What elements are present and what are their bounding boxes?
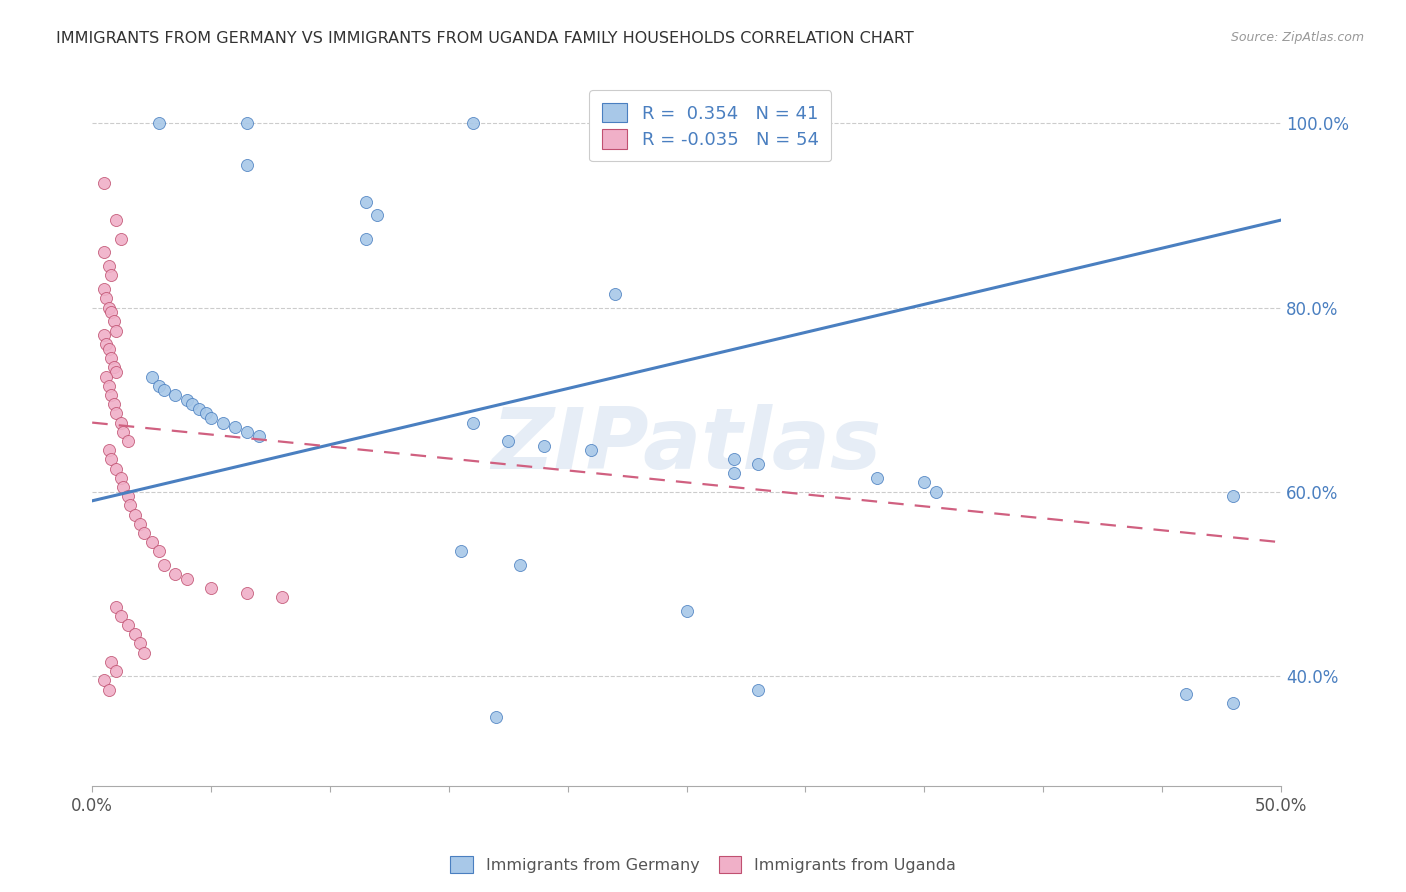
Point bbox=[461, 116, 484, 130]
Point bbox=[235, 116, 257, 130]
Point bbox=[509, 558, 531, 573]
Point bbox=[533, 439, 555, 453]
Point bbox=[103, 360, 125, 375]
Point bbox=[110, 416, 132, 430]
Point bbox=[235, 425, 257, 439]
Point bbox=[100, 268, 122, 283]
Point bbox=[181, 397, 204, 411]
Point bbox=[97, 443, 120, 458]
Point bbox=[866, 471, 889, 485]
Point bbox=[1222, 696, 1244, 710]
Point bbox=[128, 636, 150, 650]
Point bbox=[104, 599, 127, 614]
Point bbox=[354, 194, 377, 209]
Point bbox=[141, 369, 163, 384]
Point bbox=[104, 406, 127, 420]
Point bbox=[104, 213, 127, 227]
Point bbox=[100, 388, 122, 402]
Point bbox=[104, 365, 127, 379]
Point bbox=[235, 158, 257, 172]
Point bbox=[247, 429, 270, 443]
Point bbox=[461, 416, 484, 430]
Point bbox=[104, 324, 127, 338]
Point bbox=[93, 282, 115, 296]
Point bbox=[112, 425, 135, 439]
Point bbox=[165, 388, 187, 402]
Point bbox=[723, 467, 745, 481]
Point bbox=[134, 646, 156, 660]
Point bbox=[1222, 489, 1244, 503]
Point bbox=[100, 452, 122, 467]
Point bbox=[96, 369, 118, 384]
Text: IMMIGRANTS FROM GERMANY VS IMMIGRANTS FROM UGANDA FAMILY HOUSEHOLDS CORRELATION : IMMIGRANTS FROM GERMANY VS IMMIGRANTS FR… bbox=[56, 31, 914, 46]
Point bbox=[93, 328, 115, 343]
Point bbox=[235, 586, 257, 600]
Point bbox=[581, 443, 603, 458]
Point bbox=[117, 489, 139, 503]
Point bbox=[134, 526, 156, 541]
Point bbox=[117, 434, 139, 448]
Point bbox=[212, 416, 235, 430]
Point bbox=[128, 516, 150, 531]
Point bbox=[148, 378, 170, 392]
Point bbox=[176, 392, 198, 407]
Point bbox=[100, 655, 122, 669]
Point bbox=[354, 231, 377, 245]
Point bbox=[450, 544, 472, 558]
Point bbox=[366, 209, 388, 223]
Point bbox=[97, 342, 120, 356]
Point bbox=[747, 682, 769, 697]
Point bbox=[723, 452, 745, 467]
Legend: Immigrants from Germany, Immigrants from Uganda: Immigrants from Germany, Immigrants from… bbox=[444, 849, 962, 880]
Point bbox=[97, 682, 120, 697]
Point bbox=[141, 535, 163, 549]
Point bbox=[605, 286, 627, 301]
Point bbox=[485, 710, 508, 724]
Point bbox=[152, 558, 174, 573]
Point bbox=[195, 406, 218, 420]
Point bbox=[100, 351, 122, 366]
Point bbox=[124, 508, 146, 522]
Point bbox=[97, 378, 120, 392]
Legend: R =  0.354   N = 41, R = -0.035   N = 54: R = 0.354 N = 41, R = -0.035 N = 54 bbox=[589, 90, 831, 161]
Text: Source: ZipAtlas.com: Source: ZipAtlas.com bbox=[1230, 31, 1364, 45]
Point bbox=[148, 116, 170, 130]
Point bbox=[165, 567, 187, 582]
Point bbox=[148, 544, 170, 558]
Text: ZIPatlas: ZIPatlas bbox=[492, 404, 882, 487]
Point bbox=[110, 608, 132, 623]
Point bbox=[103, 397, 125, 411]
Point bbox=[496, 434, 519, 448]
Point bbox=[117, 618, 139, 632]
Point bbox=[188, 401, 211, 416]
Point bbox=[100, 305, 122, 319]
Point bbox=[271, 591, 294, 605]
Point bbox=[675, 604, 697, 618]
Point bbox=[97, 301, 120, 315]
Point bbox=[120, 499, 142, 513]
Point bbox=[104, 461, 127, 475]
Point bbox=[124, 627, 146, 641]
Point bbox=[747, 457, 769, 471]
Point bbox=[96, 291, 118, 305]
Point bbox=[200, 581, 222, 595]
Point bbox=[200, 411, 222, 425]
Point bbox=[104, 664, 127, 678]
Point bbox=[93, 673, 115, 688]
Point bbox=[112, 480, 135, 494]
Point bbox=[97, 259, 120, 273]
Point bbox=[93, 245, 115, 260]
Point bbox=[912, 475, 935, 490]
Point bbox=[110, 471, 132, 485]
Point bbox=[96, 337, 118, 351]
Point bbox=[103, 314, 125, 328]
Point bbox=[176, 572, 198, 586]
Point bbox=[110, 231, 132, 245]
Point bbox=[93, 176, 115, 190]
Point bbox=[224, 420, 246, 434]
Point bbox=[152, 384, 174, 398]
Point bbox=[925, 484, 948, 499]
Point bbox=[1174, 687, 1197, 701]
